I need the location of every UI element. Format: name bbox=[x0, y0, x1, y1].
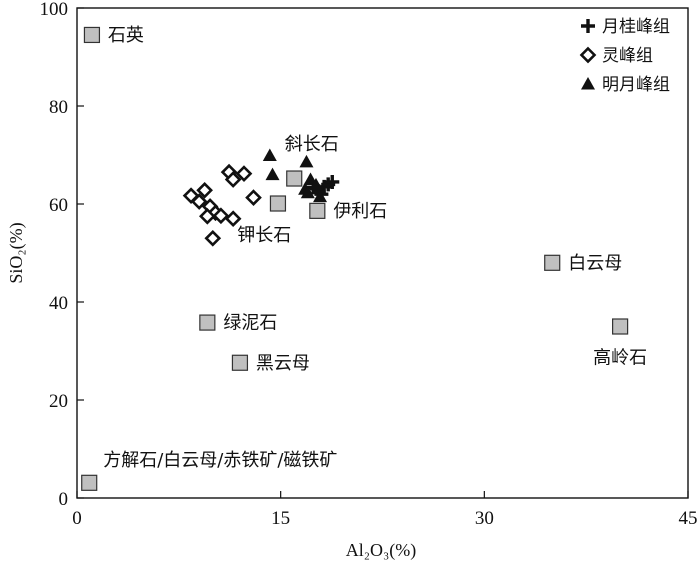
diamond-marker bbox=[235, 165, 253, 182]
legend-diamond-marker bbox=[579, 46, 597, 64]
mineral-label: 白云母 bbox=[568, 253, 622, 274]
reference-mineral-marker bbox=[612, 318, 629, 335]
reference-mineral-marker bbox=[199, 314, 216, 331]
triangle-marker bbox=[262, 148, 277, 161]
legend-plus-marker bbox=[581, 19, 595, 33]
reference-mineral-marker bbox=[544, 254, 561, 271]
y-tick-label: 0 bbox=[59, 489, 69, 510]
legend-label: 灵峰组 bbox=[602, 46, 653, 66]
diamond-marker bbox=[190, 193, 208, 210]
reference-mineral-marker bbox=[269, 195, 287, 212]
plot-frame bbox=[76, 7, 689, 499]
mineral-label: 黑云母 bbox=[256, 353, 310, 374]
x-tick-label: 45 bbox=[679, 508, 698, 529]
diamond-marker bbox=[245, 189, 262, 206]
reference-minerals-layer bbox=[81, 26, 629, 491]
mineral-label: 高岭石 bbox=[593, 348, 647, 369]
x-tick-label: 15 bbox=[271, 508, 290, 529]
x-tick-label: 30 bbox=[475, 508, 494, 529]
triangle-marker bbox=[308, 177, 323, 191]
y-axis-title: SiO₂(%) bbox=[6, 222, 27, 283]
mineral-label: 方解石/白云母/赤铁矿/磁铁矿 bbox=[103, 450, 337, 471]
y-tick-label: 80 bbox=[49, 97, 68, 118]
diamond-marker bbox=[204, 229, 222, 247]
series-layer bbox=[182, 148, 340, 247]
y-tick-label: 20 bbox=[49, 391, 68, 412]
x-axis-title: Al₂O₃(%) bbox=[346, 540, 417, 561]
reference-mineral-marker bbox=[286, 170, 303, 187]
y-tick-label: 60 bbox=[49, 195, 68, 216]
annotation-label: 钾长石 bbox=[237, 225, 291, 246]
triangle-marker bbox=[313, 189, 328, 203]
y-tick-label: 100 bbox=[40, 0, 69, 20]
y-tick-label: 40 bbox=[49, 293, 68, 314]
reference-mineral-marker bbox=[231, 354, 249, 371]
legend-label: 明月峰组 bbox=[602, 75, 670, 95]
legend-triangle-marker bbox=[581, 77, 595, 90]
plus-marker bbox=[325, 174, 340, 189]
reference-mineral-marker bbox=[309, 202, 326, 219]
diamond-marker bbox=[212, 207, 230, 225]
reference-mineral-marker bbox=[83, 26, 101, 44]
annotation-label: 斜长石 bbox=[285, 134, 339, 155]
plot-frame-layer: 0 15 30 45 0 20 40 60 80 100 bbox=[40, 0, 698, 529]
triangle-marker bbox=[300, 185, 315, 199]
legend-label: 月桂峰组 bbox=[602, 17, 670, 37]
diamond-marker bbox=[196, 181, 213, 199]
triangle-marker bbox=[299, 154, 314, 168]
diamond-marker bbox=[199, 207, 216, 225]
diamond-marker bbox=[224, 171, 242, 188]
reference-mineral-marker bbox=[81, 474, 98, 491]
x-tick-label: 0 bbox=[72, 508, 82, 529]
diamond-marker bbox=[224, 210, 242, 228]
triangle-marker bbox=[265, 167, 280, 181]
mineral-label: 石英 bbox=[108, 25, 144, 46]
mineral-label: 绿泥石 bbox=[223, 313, 277, 334]
mineral-label: 伊利石 bbox=[333, 201, 387, 222]
